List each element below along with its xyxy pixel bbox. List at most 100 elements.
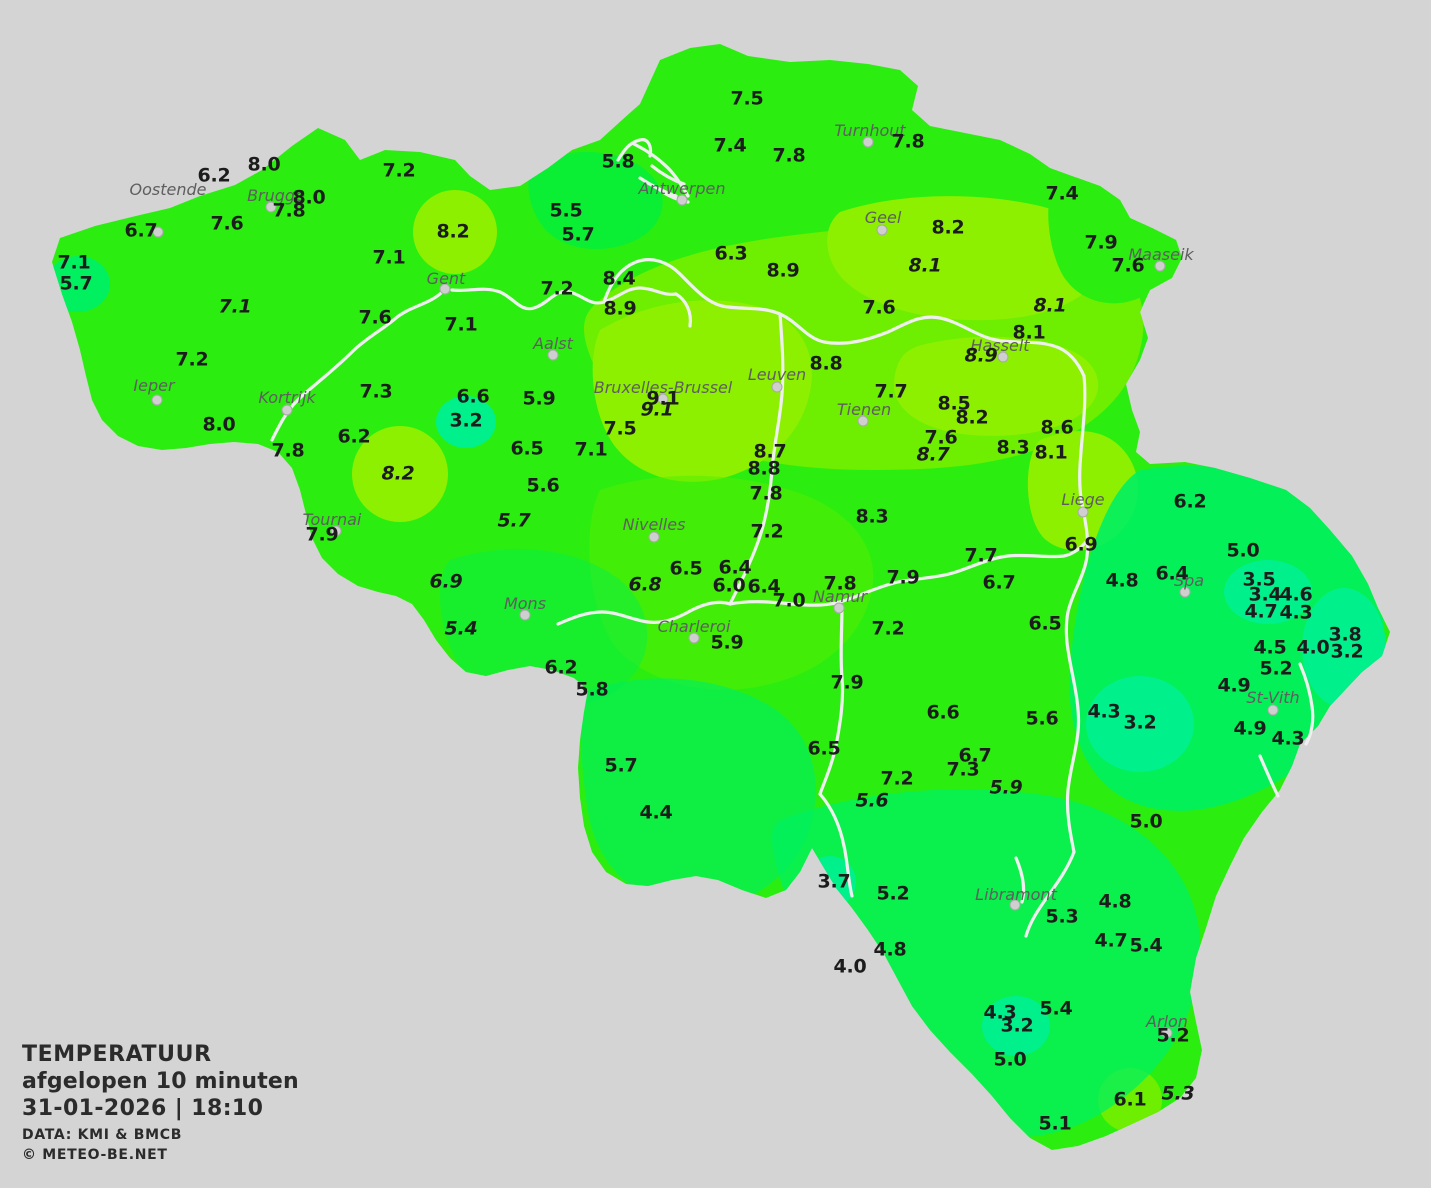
temperature-reading: 8.1 [1034,441,1068,464]
temperature-reading: 5.0 [993,1048,1027,1071]
city-marker-dot [833,602,845,614]
temperature-reading: 6.5 [669,557,703,580]
temperature-reading: 8.1 [1012,321,1046,344]
temperature-reading: 7.6 [358,306,392,329]
temperature-reading: 6.7 [982,571,1016,594]
city-label: Arlon [1146,1012,1188,1031]
temperature-reading: 6.9 [429,570,463,593]
temperature-reading: 6.5 [1028,612,1062,635]
temperature-reading: 8.1 [908,254,942,277]
temperature-reading: 5.7 [497,509,531,532]
temperature-reading: 4.8 [873,938,907,961]
city-marker-dot [657,393,669,405]
temperature-reading: 7.8 [749,482,783,505]
city-marker-dot [688,632,700,644]
city-label: Aalst [533,334,573,353]
temperature-reading: 7.8 [271,439,305,462]
temperature-reading: 7.1 [372,246,406,269]
caption-source: DATA: KMI & BMCB [22,1127,183,1144]
temperature-reading: 7.9 [830,671,864,694]
warm-spot-tournai [352,426,448,522]
caption-datetime: 31-01-2026 | 18:10 [22,1095,264,1121]
temperature-reading: 6.7 [958,744,992,767]
temperature-reading: 7.8 [272,199,306,222]
temperature-reading: 4.8 [1105,569,1139,592]
temperature-reading: 8.1 [1033,294,1067,317]
temperature-reading: 4.3 [983,1001,1017,1024]
temperature-reading: 7.4 [1045,182,1079,205]
temperature-reading: 8.2 [931,216,965,239]
temperature-reading: 7.6 [1111,254,1145,277]
temperature-reading: 5.9 [710,631,744,654]
temperature-reading: 8.4 [602,267,636,290]
city-label: Brugge [247,186,305,205]
city-marker-dot [1009,899,1021,911]
city-label: Nivelles [622,515,686,534]
cool-zone-scheldt [528,151,663,250]
temperature-reading: 7.2 [175,348,209,371]
temperature-reading: 3.2 [1000,1014,1034,1037]
city-marker-dot [1161,1027,1173,1039]
temperature-reading: 6.0 [712,574,746,597]
temperature-reading: 4.5 [1253,636,1287,659]
city-marker-dot [265,201,277,213]
temperature-reading: 6.2 [544,656,578,679]
warm-zone-wallonia-nw [589,475,874,690]
temperature-reading: 6.3 [714,242,748,265]
city-marker-dot [676,194,688,206]
temperature-reading: 4.0 [833,955,867,978]
temperature-reading: 5.4 [1129,934,1163,957]
city-label: Antwerpen [638,179,726,198]
temperature-reading: 7.8 [823,572,857,595]
temperature-reading: 5.4 [1039,997,1073,1020]
city-marker-dot [862,136,874,148]
temperature-reading: 6.2 [1173,490,1207,513]
city-marker-dot [1267,704,1279,716]
temperature-reading: 5.2 [1156,1024,1190,1047]
city-label: Namur [812,587,868,606]
warm-zone-kempen [827,196,1102,321]
temperature-reading: 7.2 [382,159,416,182]
city-marker-dot [771,381,783,393]
city-label: Kortrijk [258,388,316,407]
caption-copyright: © METEO-BE.NET [22,1147,168,1164]
cool-zone-hainaut-south [580,678,816,909]
temperature-reading: 7.7 [874,380,908,403]
temperature-reading: 6.6 [456,385,490,408]
temperature-reading: 7.7 [964,544,998,567]
temperature-reading: 5.7 [561,223,595,246]
temperature-reading: 4.3 [1087,700,1121,723]
temperature-reading: 7.9 [305,523,339,546]
temperature-reading: 8.9 [603,297,637,320]
city-label: Spa [1173,571,1205,590]
temperature-reading: 4.3 [1279,601,1313,624]
temperature-reading: 5.7 [59,272,93,295]
temperature-reading: 6.1 [1113,1088,1147,1111]
temperature-reading: 7.2 [750,520,784,543]
city-label: Hasselt [970,336,1030,355]
temperature-reading: 8.2 [955,406,989,429]
temperature-reading: 7.1 [444,313,478,336]
temperature-reading: 8.0 [292,186,326,209]
city-label: St-Vith [1246,688,1300,707]
temperature-reading: 5.7 [604,754,638,777]
temperature-reading: 8.7 [753,440,787,463]
temperature-reading: 6.2 [197,164,231,187]
temperature-reading: 3.2 [1123,711,1157,734]
temperature-reading: 5.4 [444,617,478,640]
city-label: Oostende [129,180,207,199]
temperature-reading: 5.3 [1045,905,1079,928]
temperature-reading: 5.8 [601,150,635,173]
city-label: Liege [1061,490,1105,509]
temperature-reading: 6.9 [1064,533,1098,556]
city-marker-dot [281,404,293,416]
temperature-reading: 8.9 [766,259,800,282]
temperature-reading: 5.9 [522,387,556,410]
temperature-reading: 8.0 [202,413,236,436]
temperature-reading: 6.5 [510,437,544,460]
temperature-reading: 4.8 [1098,890,1132,913]
temperature-reading: 7.3 [946,758,980,781]
temperature-reading: 8.0 [247,153,281,176]
